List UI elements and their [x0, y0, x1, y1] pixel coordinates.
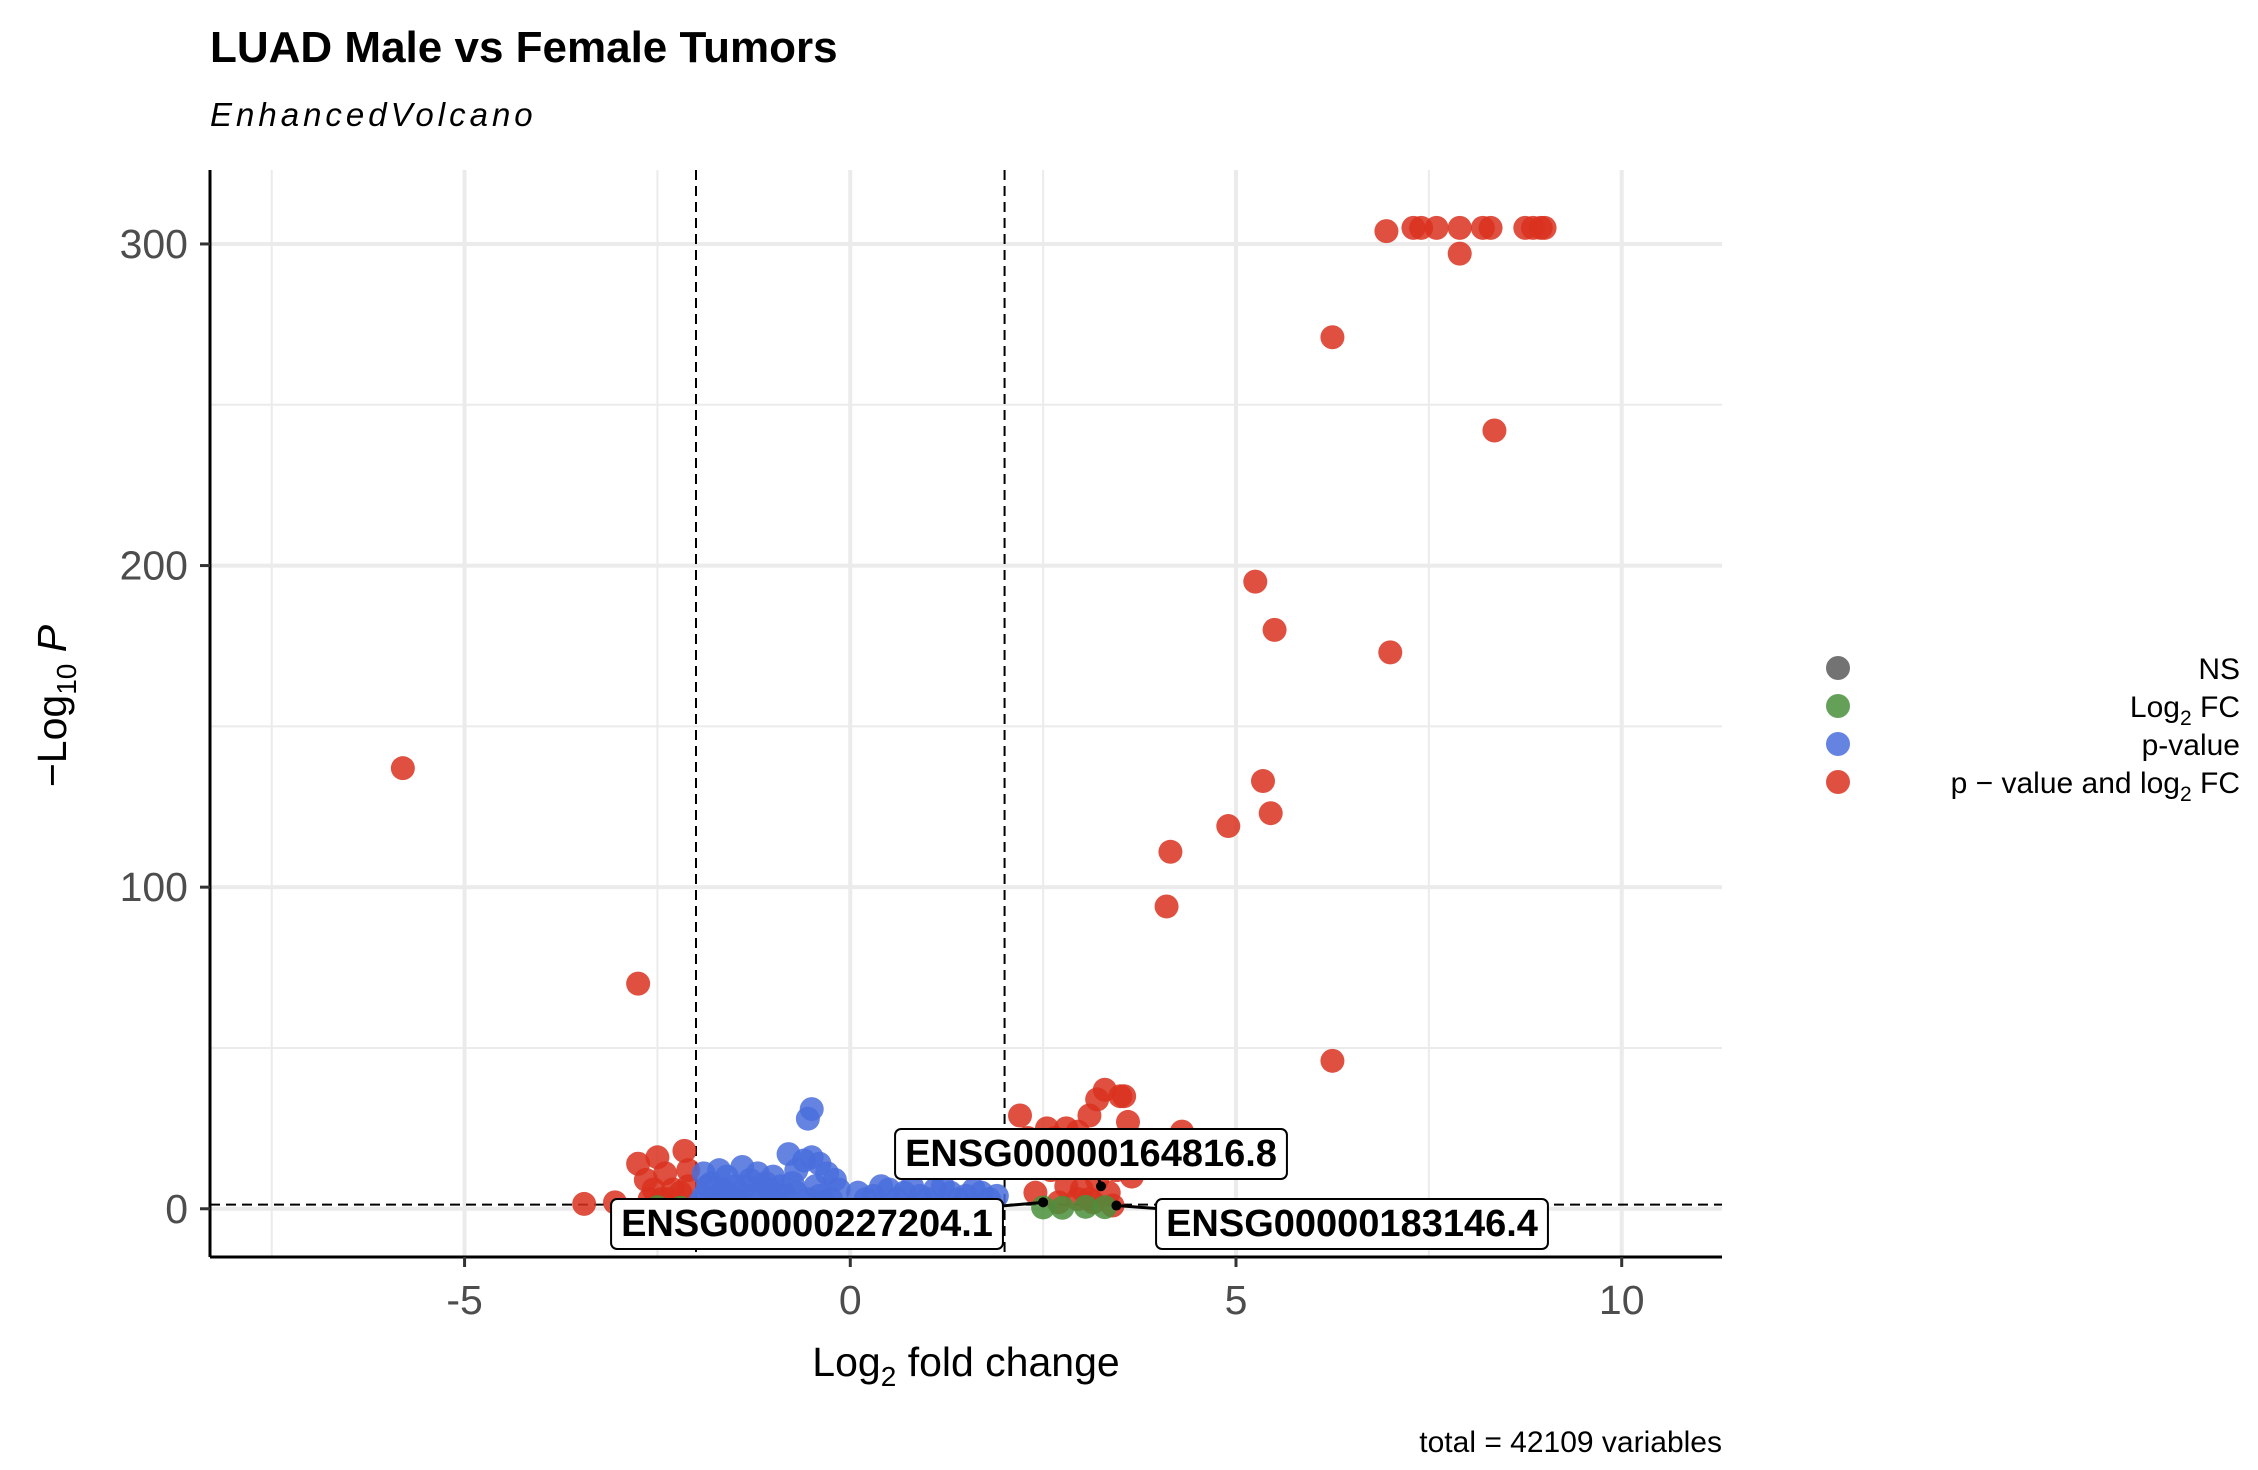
gene-label-text: ENSG00000164816.8 [905, 1133, 1277, 1175]
point-both [1424, 215, 1449, 240]
point-p [900, 1174, 924, 1199]
point-both [572, 1191, 597, 1216]
y-axis-title: −Log10 P [29, 624, 82, 787]
legend-label-p: p-value [2142, 729, 2240, 762]
point-both [1478, 215, 1503, 240]
chart-subtitle: EnhancedVolcano [210, 96, 537, 133]
legend-key-ns [1826, 656, 1850, 680]
point-both [1374, 219, 1399, 244]
point-both [1116, 1109, 1140, 1134]
label-anchor [1096, 1181, 1106, 1192]
point-both [1258, 801, 1283, 826]
gene-label: ENSG00000183146.4 [1155, 1198, 1549, 1250]
point-both [1243, 569, 1268, 594]
point-both [1216, 814, 1241, 839]
legend-key-both [1826, 770, 1850, 794]
chart-title: LUAD Male vs Female Tumors [210, 23, 838, 72]
point-both [1158, 839, 1183, 864]
gene-label-box [610, 1198, 1004, 1250]
gene-label: ENSG00000227204.1 [610, 1198, 1004, 1250]
gene-labels: ENSG00000164816.8 ENSG00000227204.1 ENSG00… [610, 1128, 1549, 1250]
gene-label-box [894, 1128, 1288, 1180]
gene-label: ENSG00000164816.8 [894, 1128, 1288, 1180]
point-both [1251, 769, 1275, 794]
legend-label-fc: Log2 FC [2130, 691, 2240, 730]
point-both [1447, 241, 1472, 266]
legend-label-ns: NS [2198, 653, 2240, 686]
point-p [961, 1177, 986, 1202]
point-p [795, 1106, 820, 1131]
point-both [1112, 1084, 1137, 1109]
point-both [390, 756, 415, 781]
x-axis-ticks: -5 0 5 10 [446, 1257, 1645, 1323]
point-both [1482, 418, 1507, 443]
point-p [869, 1174, 894, 1199]
point-fc [1073, 1194, 1098, 1219]
gene-label-text: ENSG00000183146.4 [1166, 1203, 1538, 1245]
point-both [626, 971, 651, 996]
y-tick-label: 0 [165, 1186, 188, 1232]
y-tick-label: 100 [120, 864, 188, 910]
x-tick-label: 10 [1599, 1277, 1645, 1323]
legend-key-p [1826, 732, 1850, 756]
point-p [930, 1174, 955, 1199]
point-both [1320, 1048, 1345, 1073]
point-both [1262, 617, 1287, 642]
point-p [822, 1167, 847, 1192]
point-both [1320, 325, 1345, 350]
x-tick-label: -5 [446, 1277, 482, 1323]
gene-label-box [1155, 1198, 1549, 1250]
x-axis-title: Log2 fold change [812, 1339, 1119, 1392]
point-both [1154, 894, 1179, 919]
legend-label-both: p − value and log2 FC [1951, 767, 2240, 806]
caption: total = 42109 variables [1419, 1426, 1722, 1459]
legend-key-fc [1826, 694, 1850, 718]
y-tick-label: 300 [120, 221, 188, 267]
point-both [1008, 1103, 1032, 1128]
point-both [672, 1138, 697, 1163]
x-tick-label: 0 [839, 1277, 862, 1323]
legend: NS Log2 FCp-value p − value and log2 FC [1826, 653, 2240, 806]
point-fc [1050, 1195, 1075, 1220]
point-fc [1092, 1195, 1117, 1220]
point-both [1378, 640, 1403, 665]
gene-label-text: ENSG00000227204.1 [621, 1203, 993, 1245]
x-tick-label: 5 [1225, 1277, 1248, 1323]
label-anchor [1038, 1197, 1049, 1208]
point-p [780, 1171, 805, 1196]
y-tick-label: 200 [120, 543, 188, 589]
point-both [1447, 215, 1472, 240]
point-both [1532, 215, 1557, 240]
y-axis-ticks: 0 100 200 300 [120, 221, 210, 1232]
label-anchor [1111, 1200, 1122, 1211]
